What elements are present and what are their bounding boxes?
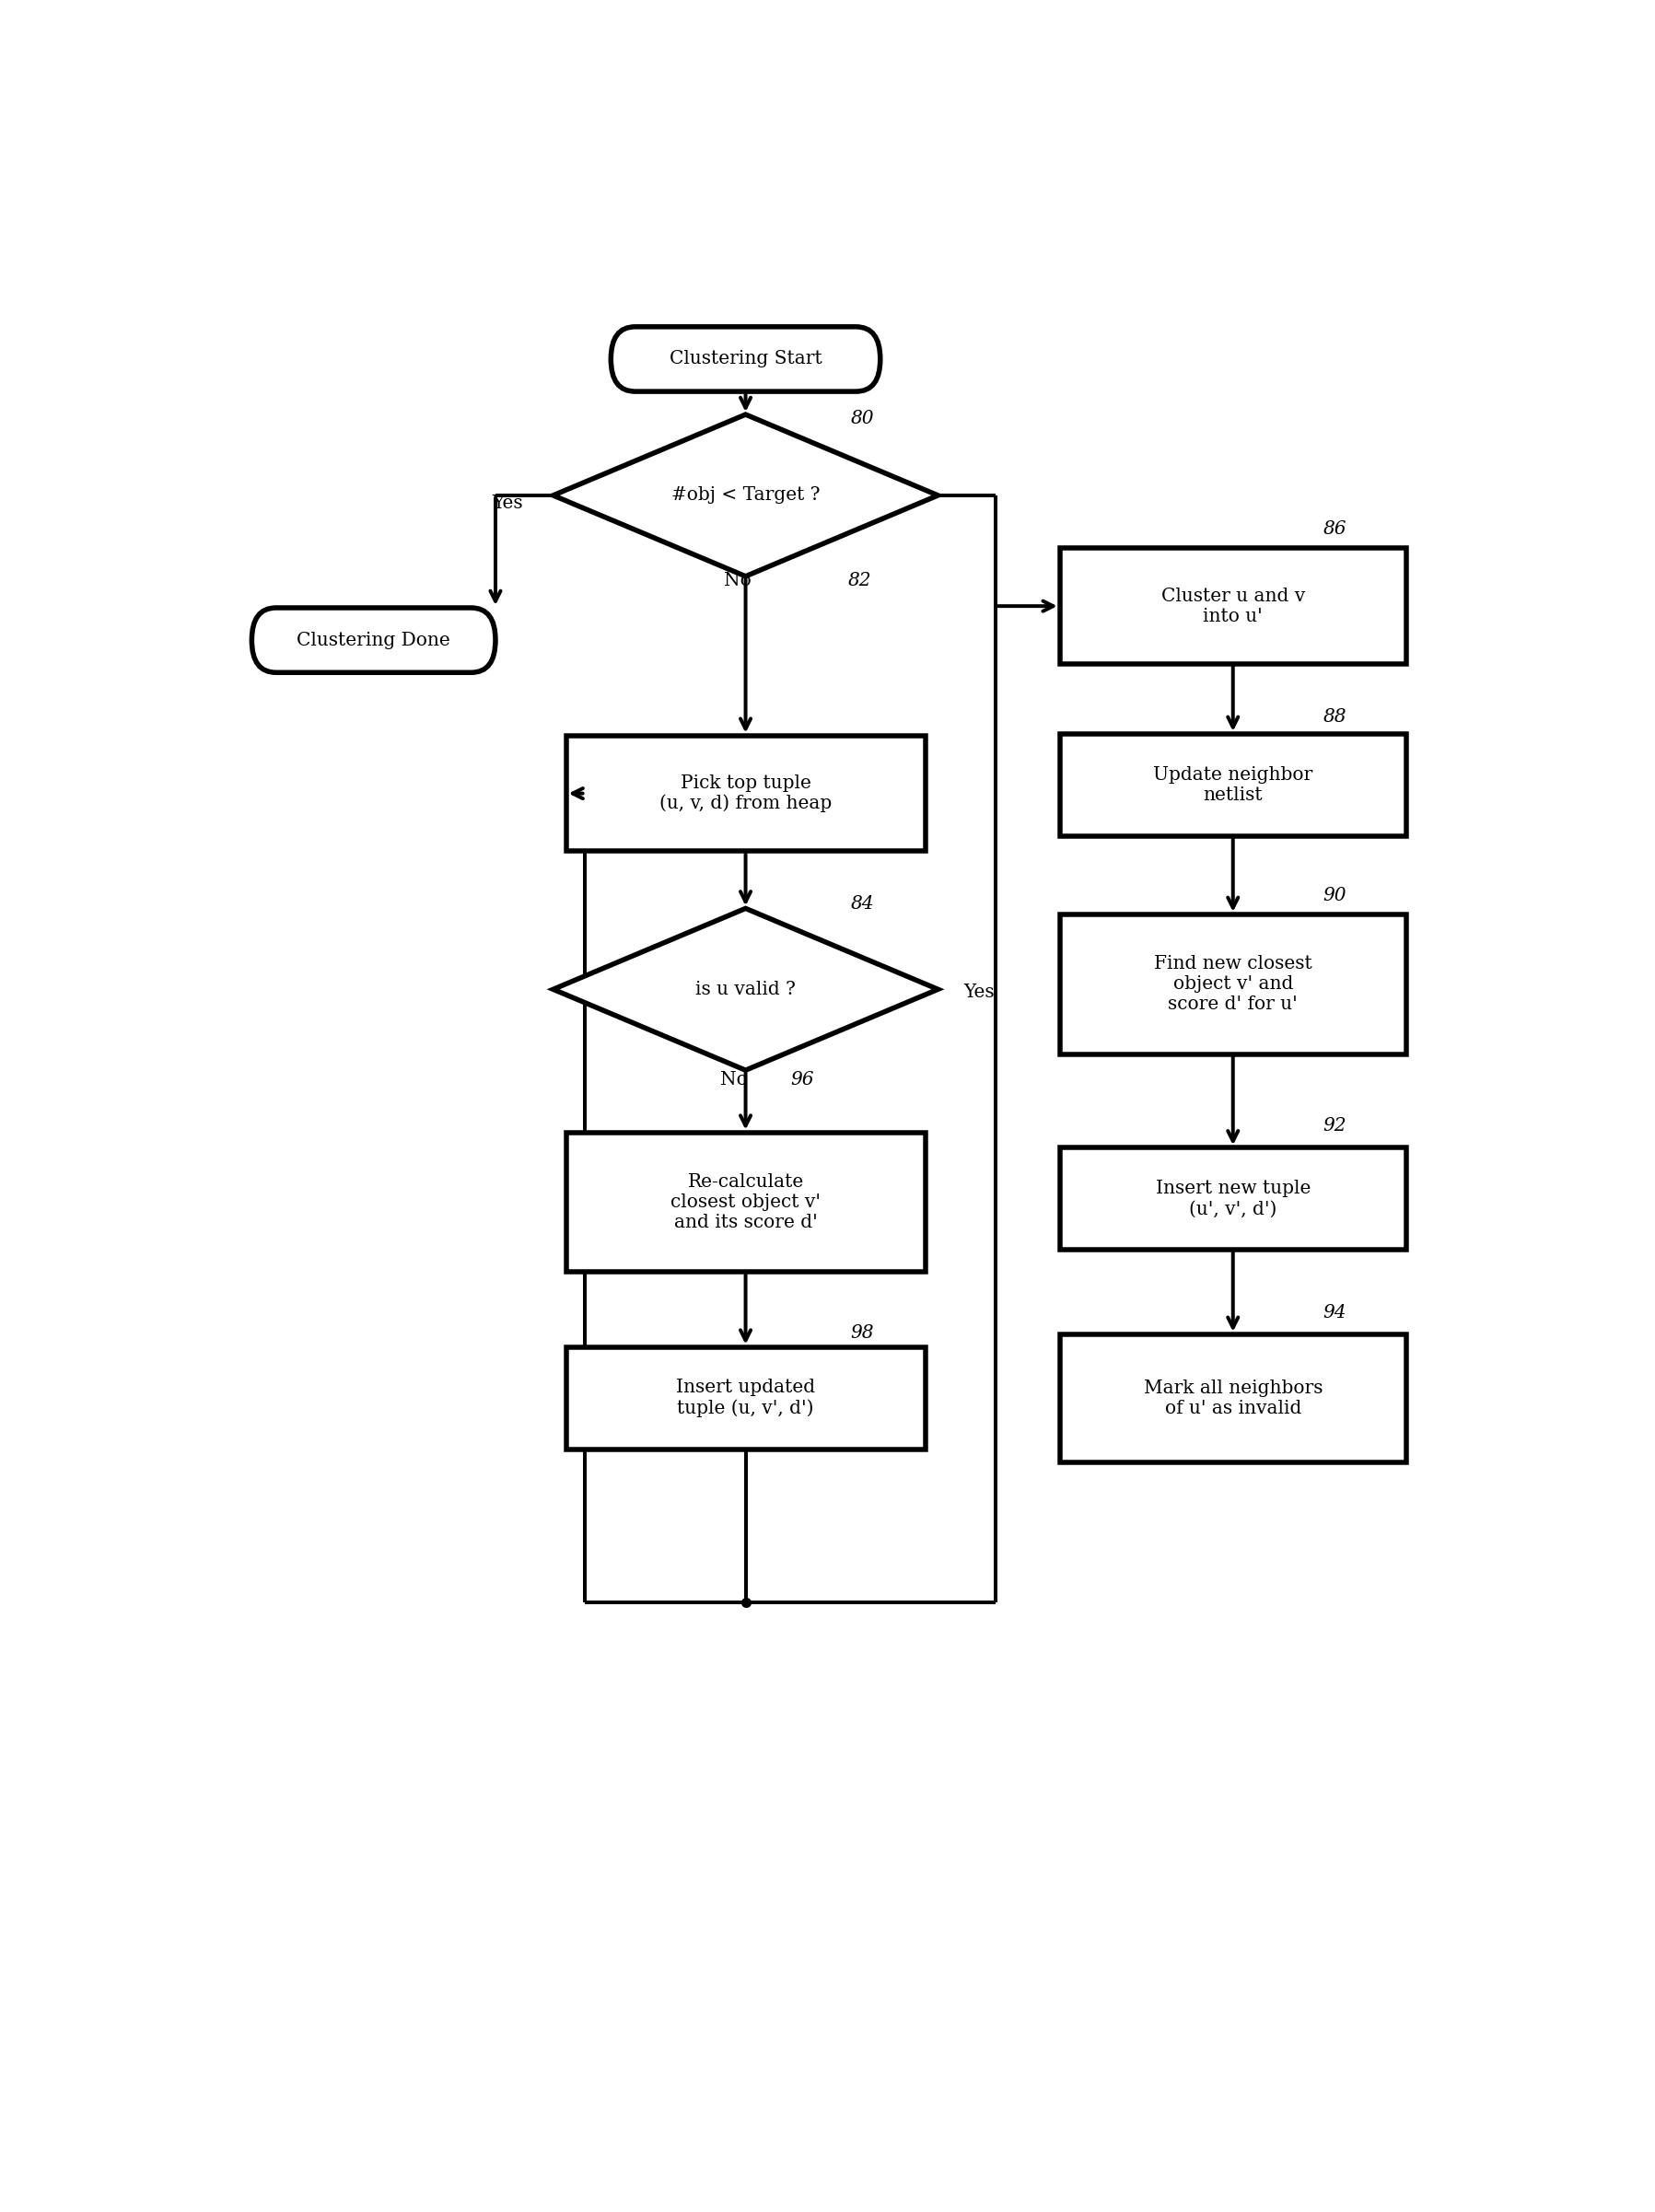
Text: 96: 96 — [791, 1071, 814, 1088]
Text: 90: 90 — [1322, 887, 1346, 905]
Bar — [1059, 549, 1407, 664]
Text: Clustering Done: Clustering Done — [296, 630, 450, 648]
Text: Insert updated
tuple (u, v', d'): Insert updated tuple (u, v', d') — [675, 1378, 816, 1418]
Text: 86: 86 — [1322, 520, 1346, 538]
Bar — [1059, 914, 1407, 1055]
Text: Yes: Yes — [963, 984, 995, 1002]
Text: Re-calculate
closest object v'
and its score d': Re-calculate closest object v' and its s… — [670, 1172, 821, 1232]
Text: Yes: Yes — [492, 495, 523, 513]
Text: 82: 82 — [847, 571, 872, 588]
Text: Update neighbor
netlist: Update neighbor netlist — [1154, 765, 1312, 803]
Text: Find new closest
object v' and
score d' for u': Find new closest object v' and score d' … — [1154, 956, 1312, 1013]
Bar — [1059, 1334, 1407, 1462]
Bar — [1059, 1148, 1407, 1250]
Text: Clustering Start: Clustering Start — [669, 349, 823, 367]
Text: 80: 80 — [851, 409, 874, 427]
Text: 88: 88 — [1322, 708, 1346, 726]
Text: No: No — [723, 571, 751, 588]
Text: Mark all neighbors
of u' as invalid: Mark all neighbors of u' as invalid — [1144, 1380, 1322, 1418]
Text: Insert new tuple
(u', v', d'): Insert new tuple (u', v', d') — [1155, 1179, 1311, 1217]
FancyBboxPatch shape — [611, 327, 880, 392]
Bar — [566, 737, 925, 852]
Polygon shape — [553, 414, 938, 577]
Text: 84: 84 — [851, 896, 874, 914]
Text: is u valid ?: is u valid ? — [695, 980, 796, 998]
Text: #obj < Target ?: #obj < Target ? — [672, 487, 819, 504]
Polygon shape — [553, 909, 938, 1071]
Bar — [566, 1347, 925, 1449]
Text: 94: 94 — [1322, 1303, 1346, 1321]
Text: 98: 98 — [851, 1325, 874, 1343]
Text: Cluster u and v
into u': Cluster u and v into u' — [1162, 586, 1304, 626]
Bar — [566, 1133, 925, 1272]
Text: Pick top tuple
(u, v, d) from heap: Pick top tuple (u, v, d) from heap — [659, 774, 832, 812]
Text: No: No — [720, 1071, 748, 1088]
Bar — [1059, 734, 1407, 836]
FancyBboxPatch shape — [252, 608, 495, 672]
Text: 92: 92 — [1322, 1117, 1346, 1135]
